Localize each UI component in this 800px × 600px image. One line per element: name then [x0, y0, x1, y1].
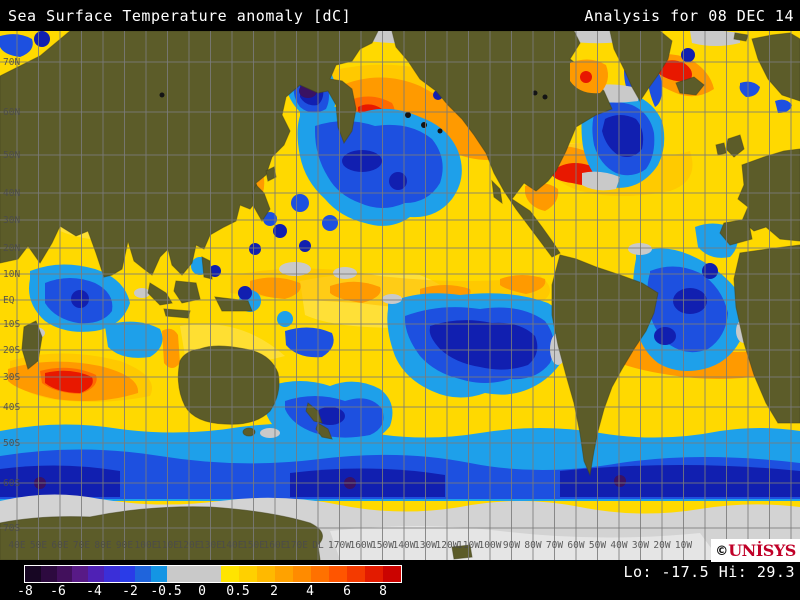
colorbar-tick-label: 0: [198, 584, 206, 599]
geo-label: 70N: [3, 57, 20, 68]
colorbar-segment: [119, 566, 136, 582]
geo-label: 100E: [135, 540, 158, 551]
land-scandinavia: [751, 32, 800, 102]
geo-label: 110E: [156, 540, 179, 551]
colorbar-segment: [166, 566, 221, 582]
analysis-date-label: Analysis for 08 DEC 14: [584, 7, 794, 25]
colorbar-tick-label: -4: [86, 584, 102, 599]
colorbar-segment: [88, 566, 104, 582]
geo-label: 10W: [675, 540, 692, 551]
inland-water-layer: [159, 59, 608, 134]
geo-label: 160W: [350, 540, 373, 551]
geo-label: 60N: [3, 107, 20, 118]
colorbar-tick-label: 8: [379, 584, 387, 599]
colorbar-tick-label: 0.5: [226, 584, 250, 599]
geo-label: 160E: [264, 540, 287, 551]
geo-label: 50E: [30, 540, 47, 551]
land-south-america: [551, 254, 659, 477]
geo-label: 170W: [328, 540, 351, 551]
colorbar-tick-label: -2: [122, 584, 138, 599]
land-australia: [177, 345, 280, 425]
colorbar-segment: [346, 566, 365, 582]
geo-label: 170E: [285, 540, 308, 551]
colorbar-tick-label: 6: [343, 584, 351, 599]
geo-label: 60S: [3, 478, 20, 489]
geo-label: 140E: [221, 540, 244, 551]
lo-hi-readout: Lo: -17.5 Hi: 29.3: [623, 563, 795, 581]
title-bar: Sea Surface Temperature anomaly [dC] Ana…: [0, 0, 800, 31]
colorbar-segment: [151, 566, 167, 582]
footer-bar: -8 -6 -4 -2 -0.5 0 0.5 2 4 6 8 Lo: -17.5 Hi: 29.3: [0, 560, 800, 600]
world-sst-anomaly-map: 70N 60N 50N 40N 30N 20N 10N EQ 10S 20S 30S 40S 50S 60…: [0, 31, 800, 560]
colorbar-tick-label: -8: [17, 584, 33, 599]
geo-label: 50W: [589, 540, 606, 551]
geo-label: EQ: [3, 295, 15, 306]
geo-label: 130E: [199, 540, 222, 551]
geo-label: 150W: [371, 540, 394, 551]
geo-label: 30W: [632, 540, 649, 551]
colorbar-segment: [310, 566, 329, 582]
colorbar-segment: [328, 566, 347, 582]
colorbar-segment: [135, 566, 152, 582]
colorbar-segment: [364, 566, 383, 582]
copyright-mark: ©: [715, 544, 729, 559]
geo-label: 20N: [3, 243, 20, 254]
colorbar-segment: [238, 566, 257, 582]
geo-label: 40S: [3, 402, 20, 413]
colorbar-tick-label: 2: [270, 584, 278, 599]
colorbar-segment: [256, 566, 275, 582]
geo-label: 150E: [242, 540, 265, 551]
land-africa: [733, 244, 800, 424]
unisys-logo: ©UNİSYS: [711, 539, 800, 562]
geo-label: 30N: [3, 215, 20, 226]
geo-label: 10N: [3, 269, 20, 280]
colorbar-tick-label: -0.5: [150, 584, 182, 599]
colorbar-segment: [220, 566, 239, 582]
geo-label: 50S: [3, 438, 20, 449]
geo-label: 80W: [524, 540, 541, 551]
geo-labels: 70N 60N 50N 40N 30N 20N 10N EQ 10S 20S 30S 40S 50S 60…: [3, 57, 692, 551]
colorbar-segment: [56, 566, 73, 582]
geo-label: 20W: [653, 540, 670, 551]
graticule: [0, 31, 800, 560]
colorbar-segment: [72, 566, 89, 582]
geo-label: 70S: [3, 523, 20, 534]
geo-label: 10S: [3, 319, 20, 330]
geo-label: 110W: [457, 540, 480, 551]
colorbar-segment: [274, 566, 293, 582]
geo-label: 120W: [436, 540, 459, 551]
geo-label: 90E: [116, 540, 133, 551]
geo-label: 30S: [3, 372, 20, 383]
land-layer: [0, 31, 800, 560]
geo-label: 40E: [8, 540, 25, 551]
colorbar-tick-label: -6: [50, 584, 66, 599]
geo-label: 20S: [3, 345, 20, 356]
geo-label: 140W: [393, 540, 416, 551]
colorbar-segment: [292, 566, 311, 582]
geo-label: 80E: [94, 540, 111, 551]
colorbar-tick-label: 4: [306, 584, 314, 599]
geo-label: 90W: [503, 540, 520, 551]
page-title: Sea Surface Temperature anomaly [dC]: [8, 7, 352, 25]
map-canvas: 70N 60N 50N 40N 30N 20N 10N EQ 10S 20S 30S 40S 50S 60…: [0, 31, 800, 560]
geo-label: 60E: [51, 540, 68, 551]
geo-label: 50N: [3, 150, 20, 161]
colorbar-segment: [103, 566, 120, 582]
anomaly-color-scale: [24, 565, 402, 583]
colorbar-segment: [25, 566, 41, 582]
geo-label: 40N: [3, 188, 20, 199]
geo-label: 70E: [73, 540, 90, 551]
geo-label: 40W: [610, 540, 627, 551]
colorbar-segment: [382, 566, 401, 582]
unisys-wordmark: UNİSYS: [728, 541, 796, 560]
geo-label: 60W: [567, 540, 584, 551]
colorbar-segment: [40, 566, 57, 582]
geo-label: DL: [312, 540, 324, 551]
geo-label: 100W: [479, 540, 502, 551]
geo-label: 70W: [546, 540, 563, 551]
geo-label: 130W: [414, 540, 437, 551]
geo-label: 120E: [178, 540, 201, 551]
